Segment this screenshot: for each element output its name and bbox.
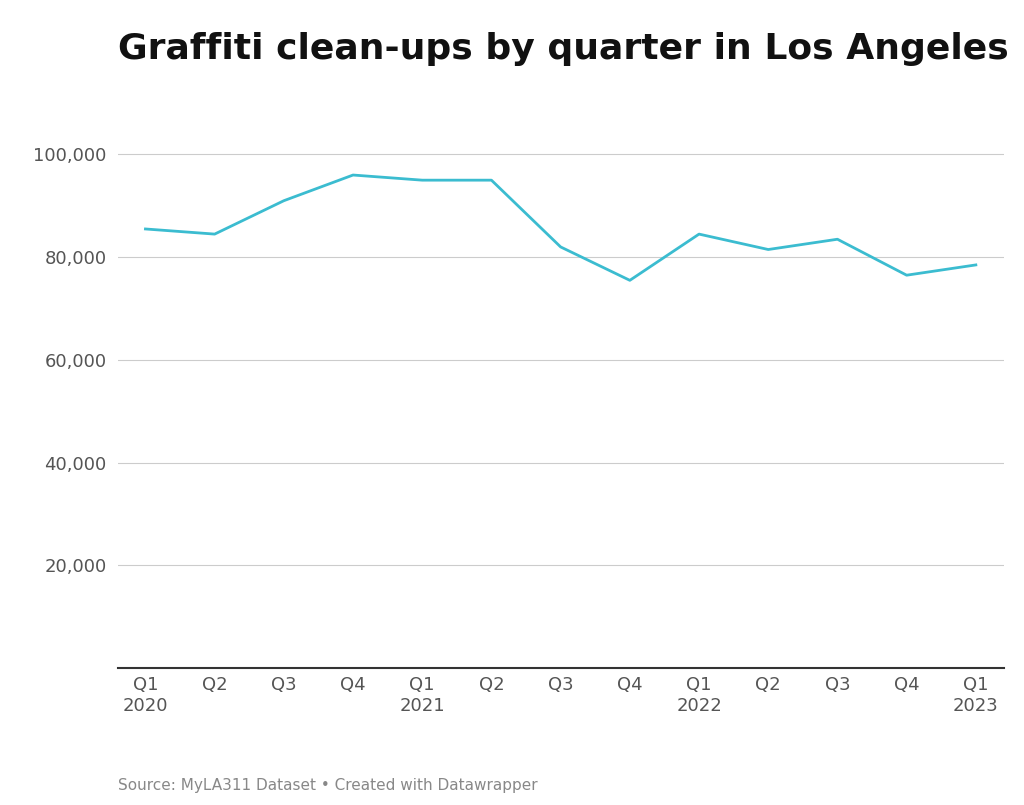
Text: Source: MyLA311 Dataset • Created with Datawrapper: Source: MyLA311 Dataset • Created with D…: [118, 778, 538, 793]
Text: Graffiti clean-ups by quarter in Los Angeles: Graffiti clean-ups by quarter in Los Ang…: [118, 32, 1009, 66]
